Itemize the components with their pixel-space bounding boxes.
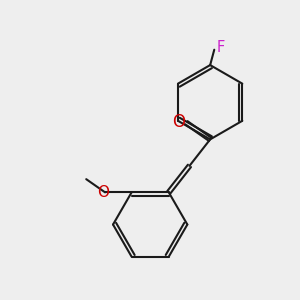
Text: F: F bbox=[217, 40, 225, 56]
Text: O: O bbox=[172, 113, 185, 131]
Text: O: O bbox=[97, 185, 109, 200]
